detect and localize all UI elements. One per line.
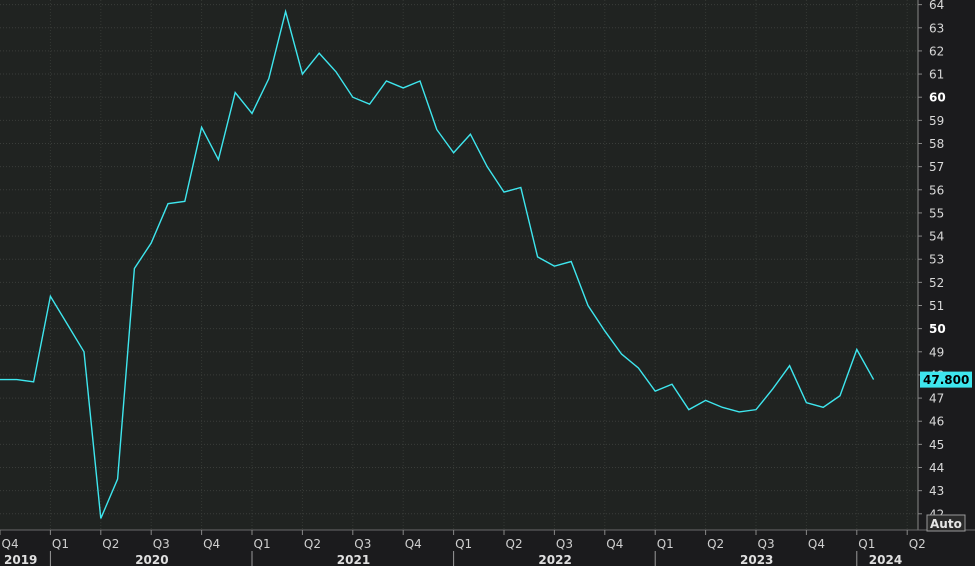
year-label-2022: 2022	[538, 553, 571, 566]
x-tick-label-15: Q3	[758, 537, 775, 551]
x-tick-label-4: Q4	[203, 537, 220, 551]
year-label-2021: 2021	[337, 553, 370, 566]
x-tick-label-7: Q3	[354, 537, 371, 551]
plot-area	[0, 0, 918, 530]
x-tick-label-5: Q1	[254, 537, 271, 551]
last-value-marker: 47.800	[920, 371, 972, 388]
y-tick-label-51: 51	[929, 299, 944, 313]
y-tick-label-50: 50	[929, 322, 946, 336]
y-tick-label-44: 44	[929, 461, 944, 475]
x-tick-label-18: Q2	[909, 537, 926, 551]
y-tick-label-47: 47	[929, 392, 944, 406]
y-tick-labels: 4243444546474849505152535455565758596061…	[918, 0, 946, 521]
horizontal-gridlines	[0, 4, 918, 515]
y-tick-label-62: 62	[929, 44, 944, 58]
y-tick-label-57: 57	[929, 160, 944, 174]
x-tick-label-3: Q3	[153, 537, 170, 551]
vertical-gridlines	[49, 0, 908, 530]
auto-scale-button[interactable]: Auto	[926, 514, 966, 532]
y-tick-label-52: 52	[929, 276, 944, 290]
x-tick-label-9: Q1	[455, 537, 472, 551]
last-value-box	[920, 371, 972, 388]
last-value-label: 47.800	[923, 373, 969, 387]
x-tick-label-6: Q2	[304, 537, 321, 551]
y-tick-label-59: 59	[929, 114, 944, 128]
y-tick-label-54: 54	[929, 230, 944, 244]
y-tick-label-45: 45	[929, 438, 944, 452]
y-tick-label-63: 63	[929, 21, 944, 35]
y-tick-label-55: 55	[929, 206, 944, 220]
year-label-2023: 2023	[740, 553, 773, 566]
y-tick-label-46: 46	[929, 415, 944, 429]
y-tick-label-61: 61	[929, 68, 944, 82]
x-tick-label-14: Q2	[707, 537, 724, 551]
series-line-0	[0, 8, 875, 519]
y-tick-label-58: 58	[929, 137, 944, 151]
y-tick-label-49: 49	[929, 345, 944, 359]
y-tick-label-60: 60	[929, 91, 946, 105]
y-tick-label-53: 53	[929, 253, 944, 267]
series-layer	[0, 8, 875, 519]
x-tick-labels: Q4 Q1 Q2 Q3 Q4 Q1 Q2 Q3 Q4 Q1 Q2 Q3 Q4 Q1 Q2 Q3 Q4 Q1 Q2 20…	[0, 530, 926, 566]
x-tick-label-11: Q3	[556, 537, 573, 551]
x-tick-label-1: Q1	[52, 537, 69, 551]
x-tick-label-0: Q4	[2, 537, 19, 551]
auto-scale-button-label[interactable]: Auto	[930, 517, 962, 531]
y-tick-label-56: 56	[929, 183, 944, 197]
x-tick-label-8: Q4	[405, 537, 422, 551]
x-tick-label-13: Q1	[657, 537, 674, 551]
x-tick-label-16: Q4	[808, 537, 825, 551]
x-tick-label-17: Q1	[858, 537, 875, 551]
x-tick-label-10: Q2	[506, 537, 523, 551]
x-tick-label-12: Q4	[606, 537, 623, 551]
auto-scale-button-frame[interactable]	[926, 514, 966, 532]
y-tick-label-43: 43	[929, 484, 944, 498]
y-tick-label-64: 64	[929, 0, 944, 12]
year-label-2019: 2019	[4, 553, 37, 566]
year-label-2020: 2020	[135, 553, 168, 566]
year-label-2024: 2024	[869, 553, 902, 566]
x-tick-label-2: Q2	[102, 537, 119, 551]
